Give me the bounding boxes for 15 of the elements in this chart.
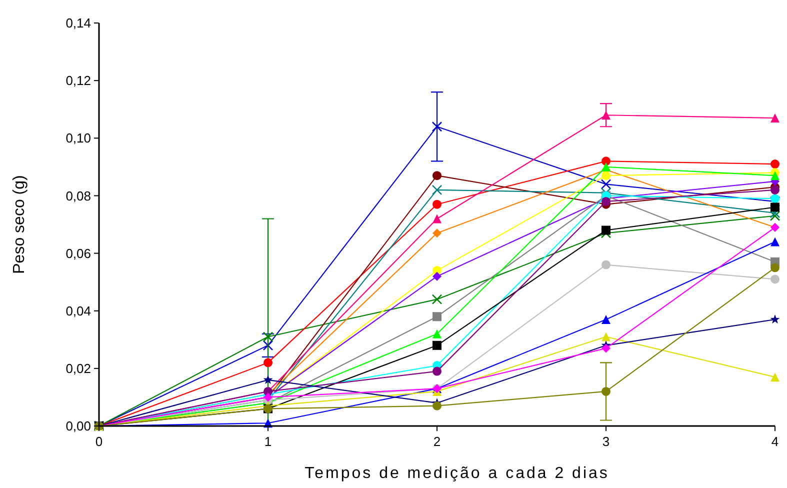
y-tick-label: 0,00 (66, 418, 91, 434)
x-tick-label: 0 (95, 434, 103, 449)
y-tick-label: 0,06 (66, 246, 91, 261)
y-tick-label: 0,10 (66, 130, 91, 146)
y-tick-label: 0,08 (66, 188, 91, 204)
x-tick-label: 2 (433, 434, 441, 449)
x-tick-label: 1 (264, 434, 272, 449)
x-tick-label: 4 (771, 434, 779, 449)
y-tick-label: 0,12 (66, 73, 91, 88)
y-axis-title: Peso seco (g) (11, 175, 28, 274)
y-tick-label: 0,04 (66, 303, 91, 318)
y-tick-label: 0,14 (66, 16, 91, 31)
x-tick-label: 3 (602, 434, 610, 449)
x-axis-title: Tempos de medição a cada 2 dias (304, 465, 610, 482)
y-tick-label: 0,02 (66, 360, 91, 376)
